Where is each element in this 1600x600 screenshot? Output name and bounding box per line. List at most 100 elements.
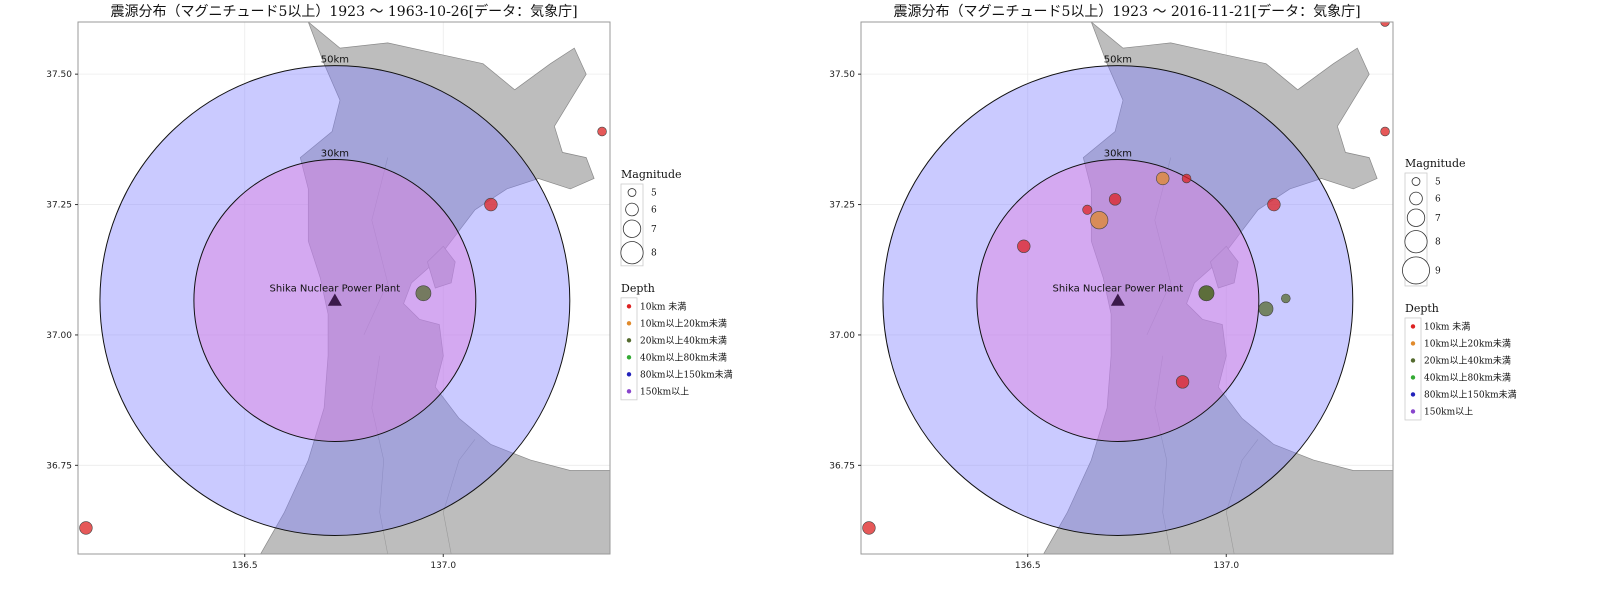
epicenter-point <box>1082 204 1093 215</box>
legend-magnitude-symbol <box>627 188 637 197</box>
border-line <box>1225 439 1259 554</box>
plot-frame <box>77 21 611 555</box>
border-line <box>442 439 476 554</box>
island <box>1210 245 1239 289</box>
legend-magnitude-label: 5 <box>1435 178 1441 188</box>
epicenter-point <box>484 197 498 212</box>
legend-magnitude-label: 6 <box>1435 195 1441 205</box>
epicenter-point <box>1156 171 1170 186</box>
plot-area: 50km 30km Shika Nuclear Power Plant <box>861 22 1393 554</box>
epicenter-point <box>79 521 93 535</box>
epicenter-point <box>1175 375 1190 389</box>
epicenter-point <box>597 126 607 137</box>
chart-panel-1: 50km 30km Shika Nuclear Power Plant 136.5 13… <box>46 3 732 571</box>
legend-depth-symbol <box>626 321 632 326</box>
legend-depth-symbol <box>626 372 632 377</box>
plant-label: Shika Nuclear Power Plant <box>1053 284 1184 295</box>
legend-depth-label: 10km 未満 <box>1424 320 1470 332</box>
legend-magnitude-symbol <box>622 219 642 238</box>
y-tick-label: 36.75 <box>46 461 72 471</box>
ring-label-50km: 50km <box>1104 55 1132 66</box>
legend: Magnitude 5 6 7 8 9 Depth 10km 未満 10km以上20km未満 20… <box>1402 157 1517 421</box>
x-tick-label: 136.5 <box>1015 561 1041 571</box>
legend-magnitude-label: 6 <box>651 206 657 216</box>
legend-depth-label: 20km以上40km未満 <box>640 334 727 346</box>
legend-depth-label: 10km以上20km未満 <box>640 317 727 329</box>
legend-magnitude-symbol <box>1402 256 1430 285</box>
epicenter-point <box>1267 197 1281 212</box>
legend-depth-box <box>620 297 638 401</box>
x-tick-label: 137.0 <box>430 561 456 571</box>
legend-magnitude-label: 7 <box>1435 214 1441 224</box>
ring-label-50km: 50km <box>321 55 349 66</box>
border-line <box>371 355 388 554</box>
x-tick-label: 136.5 <box>232 561 258 571</box>
land <box>1043 22 1393 554</box>
epicenter-point <box>1017 239 1031 253</box>
epicenter-point <box>1380 22 1390 27</box>
legend: Magnitude 5 6 7 8 Depth 10km 未満 10km以上20km未満 20k… <box>620 168 733 401</box>
y-tick-label: 37.25 <box>46 201 72 211</box>
legend-magnitude-label: 9 <box>1435 266 1441 276</box>
legend-magnitude-label: 7 <box>651 225 657 235</box>
legend-depth-label: 10km 未満 <box>640 300 686 312</box>
legend-depth-label: 10km以上20km未満 <box>1424 337 1511 349</box>
epicenter-point <box>1281 293 1291 304</box>
plot-area: 50km 30km Shika Nuclear Power Plant <box>78 22 610 554</box>
legend-depth-symbol <box>626 304 632 309</box>
land <box>260 22 610 554</box>
legend-title-depth: Depth <box>1405 302 1439 315</box>
border-line <box>363 157 389 336</box>
ring-label-30km: 30km <box>1104 149 1132 160</box>
legend-depth-symbol <box>626 355 632 360</box>
x-tick-label: 137.0 <box>1213 561 1239 571</box>
plant-label: Shika Nuclear Power Plant <box>270 284 401 295</box>
legend-depth-label: 40km以上80km未満 <box>640 351 727 363</box>
y-tick-label: 37.50 <box>46 70 72 80</box>
epicenter-point <box>1181 173 1192 184</box>
legend-depth-symbol <box>1410 409 1416 414</box>
legend-magnitude-symbol <box>1409 191 1423 206</box>
chart-panel-2: 50km 30km Shika Nuclear Power Plant 136.5 13… <box>829 3 1516 571</box>
epicenter-point <box>1090 211 1109 230</box>
legend-magnitude-symbol <box>625 202 639 217</box>
border-line <box>1154 355 1171 554</box>
ring-label-30km: 30km <box>321 149 349 160</box>
legend-magnitude-symbol <box>620 241 644 265</box>
legend-depth-label: 80km以上150km未満 <box>1424 388 1517 400</box>
border-line <box>1146 157 1172 336</box>
plot-frame <box>860 21 1394 555</box>
legend-depth-symbol <box>626 338 632 343</box>
legend-depth-symbol <box>1410 375 1416 380</box>
plant-marker-icon <box>1110 293 1125 306</box>
y-tick-label: 37.50 <box>829 70 855 80</box>
legend-depth-symbol <box>1410 324 1416 329</box>
chart-title: 震源分布（マグニチュード5以上）1923 ～ 1963-10-26[データ：気象… <box>110 3 577 20</box>
y-tick-label: 37.00 <box>829 331 855 341</box>
y-tick-label: 37.00 <box>46 331 72 341</box>
legend-title-magnitude: Magnitude <box>1405 157 1466 170</box>
epicenter-point <box>1198 285 1215 302</box>
plant-marker-icon <box>327 293 342 306</box>
legend-title-magnitude: Magnitude <box>621 168 682 181</box>
legend-depth-symbol <box>1410 358 1416 363</box>
epicenter-point <box>415 285 432 302</box>
legend-magnitude-label: 8 <box>1435 238 1441 248</box>
legend-magnitude-symbol <box>1406 208 1426 227</box>
epicenter-point <box>1108 193 1122 206</box>
legend-title-depth: Depth <box>621 282 655 295</box>
epicenter-point <box>862 521 876 535</box>
legend-depth-label: 20km以上40km未満 <box>1424 354 1511 366</box>
legend-depth-symbol <box>1410 392 1416 397</box>
island <box>427 245 456 289</box>
epicenter-point <box>1258 301 1274 317</box>
legend-depth-symbol <box>1410 341 1416 346</box>
legend-depth-symbol <box>626 389 632 394</box>
legend-magnitude-symbol <box>1404 230 1428 254</box>
legend-depth-label: 80km以上150km未満 <box>640 368 733 380</box>
y-tick-label: 37.25 <box>829 201 855 211</box>
legend-magnitude-label: 5 <box>651 189 657 199</box>
legend-depth-box <box>1404 317 1422 421</box>
legend-depth-label: 150km以上 <box>640 386 689 397</box>
